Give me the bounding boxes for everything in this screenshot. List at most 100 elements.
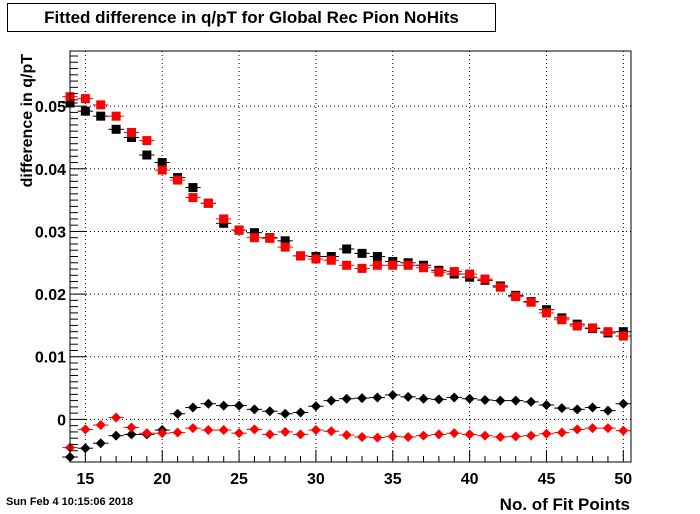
- data-point: [403, 260, 413, 270]
- data-point: [264, 406, 275, 417]
- x-tick-label: 40: [461, 471, 479, 488]
- data-point: [433, 429, 444, 440]
- data-point: [111, 430, 122, 441]
- data-point: [280, 408, 291, 419]
- series-3: [62, 412, 631, 453]
- data-point: [388, 260, 398, 270]
- data-point: [572, 321, 582, 331]
- data-point: [341, 393, 352, 404]
- data-point: [357, 393, 368, 404]
- data-point: [296, 251, 306, 261]
- data-point: [511, 292, 521, 302]
- data-point: [510, 431, 521, 442]
- y-tick-label: 0: [57, 412, 66, 429]
- x-tick-label: 25: [230, 471, 248, 488]
- data-point: [372, 432, 383, 443]
- data-point: [126, 127, 136, 137]
- x-tick-label: 15: [76, 471, 94, 488]
- data-point: [449, 428, 460, 439]
- data-point: [541, 308, 551, 318]
- title-box: Fitted difference in q/pT for Global Rec…: [7, 3, 496, 32]
- x-tick-label: 20: [153, 471, 171, 488]
- data-point: [188, 193, 198, 203]
- data-point: [495, 395, 506, 406]
- data-point: [434, 267, 444, 277]
- data-point: [433, 394, 444, 405]
- data-point: [219, 214, 229, 224]
- data-point: [557, 315, 567, 325]
- data-point: [326, 426, 337, 437]
- data-point: [187, 402, 198, 413]
- data-point: [495, 431, 506, 442]
- data-point: [203, 198, 213, 208]
- data-point: [280, 236, 290, 246]
- data-point: [218, 400, 229, 411]
- data-point: [280, 242, 290, 252]
- data-point: [80, 94, 90, 104]
- data-point: [572, 404, 583, 415]
- data-point: [280, 426, 291, 437]
- axis-ticks: 15 20 25 30 35 40 45 50 0 0.01 0.02 0.03 0.04 0.05: [35, 55, 632, 488]
- data-point: [310, 401, 321, 412]
- plot-frame: [69, 50, 632, 463]
- data-point: [556, 427, 567, 438]
- data-point: [111, 111, 121, 121]
- data-point: [80, 424, 91, 435]
- data-point: [387, 431, 398, 442]
- data-point: [96, 111, 106, 121]
- data-point: [249, 404, 260, 415]
- x-tick-label: 50: [614, 471, 632, 488]
- timestamp-label: Sun Feb 4 10:15:06 2018: [6, 496, 134, 508]
- data-point: [572, 424, 583, 435]
- data-point: [173, 175, 183, 185]
- y-tick-label: 0.03: [35, 224, 66, 241]
- grid-lines: [70, 51, 631, 462]
- data-point: [602, 423, 613, 434]
- data-point: [587, 402, 598, 413]
- data-point: [449, 392, 460, 403]
- data-point: [172, 427, 183, 438]
- data-point: [310, 425, 321, 436]
- data-point: [111, 124, 121, 134]
- data-point: [556, 403, 567, 414]
- data-point: [157, 165, 167, 175]
- data-point: [465, 269, 475, 279]
- y-tick-label: 0.02: [35, 287, 66, 304]
- data-point: [234, 225, 244, 235]
- data-point: [126, 132, 136, 142]
- data-point: [126, 429, 137, 440]
- data-point: [587, 423, 598, 434]
- data-point: [142, 150, 152, 160]
- data-point: [372, 392, 383, 403]
- data-point: [372, 252, 382, 261]
- data-point: [357, 248, 367, 258]
- data-point: [357, 431, 368, 442]
- data-point: [234, 428, 245, 439]
- data-point: [295, 429, 306, 440]
- data-point: [510, 395, 521, 406]
- data-point: [95, 420, 106, 431]
- data-point: [249, 228, 259, 238]
- data-point: [526, 430, 537, 441]
- data-point: [618, 331, 628, 341]
- data-point: [372, 260, 382, 270]
- data-point: [479, 394, 490, 405]
- y-tick-label: 0.04: [35, 162, 66, 179]
- data-point: [111, 412, 122, 423]
- data-point: [342, 244, 352, 254]
- data-point: [264, 429, 275, 440]
- data-point: [387, 389, 398, 400]
- data-point: [326, 255, 336, 265]
- data-point: [141, 428, 152, 439]
- data-point: [249, 233, 259, 243]
- data-point: [265, 233, 275, 243]
- chart-title: Fitted difference in q/pT for Global Rec…: [44, 8, 459, 27]
- y-tick-label: 0.05: [35, 99, 66, 116]
- data-point: [157, 428, 168, 439]
- series-2: [62, 389, 631, 462]
- data-point: [218, 425, 229, 436]
- data-point: [142, 136, 152, 146]
- series-1: [62, 92, 631, 341]
- data-point: [172, 408, 183, 419]
- data-point: [618, 425, 629, 436]
